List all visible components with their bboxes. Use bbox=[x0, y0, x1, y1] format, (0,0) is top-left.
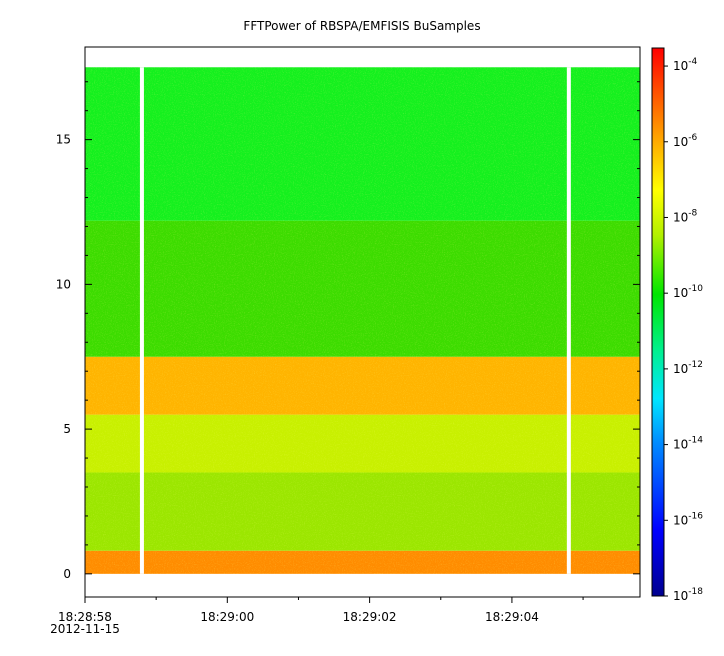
colorbar-tick-label: 10-8 bbox=[673, 208, 698, 224]
y-tick-label: 5 bbox=[63, 422, 71, 436]
y-tick-label: 15 bbox=[56, 133, 71, 147]
x-tick-label: 18:29:00 bbox=[200, 610, 254, 624]
colorbar-tick-label: 10-12 bbox=[673, 360, 703, 376]
y-axis: 0 5 10 15 bbox=[56, 81, 640, 581]
spectrogram-noise-texture bbox=[85, 67, 640, 574]
x-axis: 18:28:58 18:29:00 18:29:02 18:29:04 2012-11-… bbox=[50, 597, 584, 636]
data-gap-line bbox=[139, 67, 144, 574]
y-tick-label: 0 bbox=[63, 567, 71, 581]
x-tick-label: 18:29:04 bbox=[485, 610, 539, 624]
data-gap-line bbox=[566, 67, 571, 574]
data-gaps bbox=[139, 67, 571, 574]
colorbar-tick-label: 10-10 bbox=[673, 284, 703, 300]
x-date-label: 2012-11-15 bbox=[50, 622, 120, 636]
colorbar-tick-label: 10-14 bbox=[673, 436, 703, 452]
colorbar-tick-label: 10-18 bbox=[673, 587, 703, 603]
colorbar-gradient bbox=[651, 47, 665, 597]
chart-title: FFTPower of RBSPA/EMFISIS BuSamples bbox=[243, 19, 480, 33]
colorbar: 10-4 10-6 10-8 10-10 10-12 10-14 10-16 10-18 bbox=[651, 47, 703, 603]
plot-frame bbox=[84, 46, 641, 598]
colorbar-tick-label: 10-16 bbox=[673, 511, 703, 527]
y-tick-label: 10 bbox=[56, 277, 71, 291]
x-tick-label: 18:28:58 bbox=[58, 610, 112, 624]
heatmap-area bbox=[85, 67, 640, 574]
colorbar-tick-label: 10-4 bbox=[673, 57, 698, 73]
x-tick-label: 18:29:02 bbox=[343, 610, 397, 624]
colorbar-tick-label: 10-6 bbox=[673, 133, 698, 149]
